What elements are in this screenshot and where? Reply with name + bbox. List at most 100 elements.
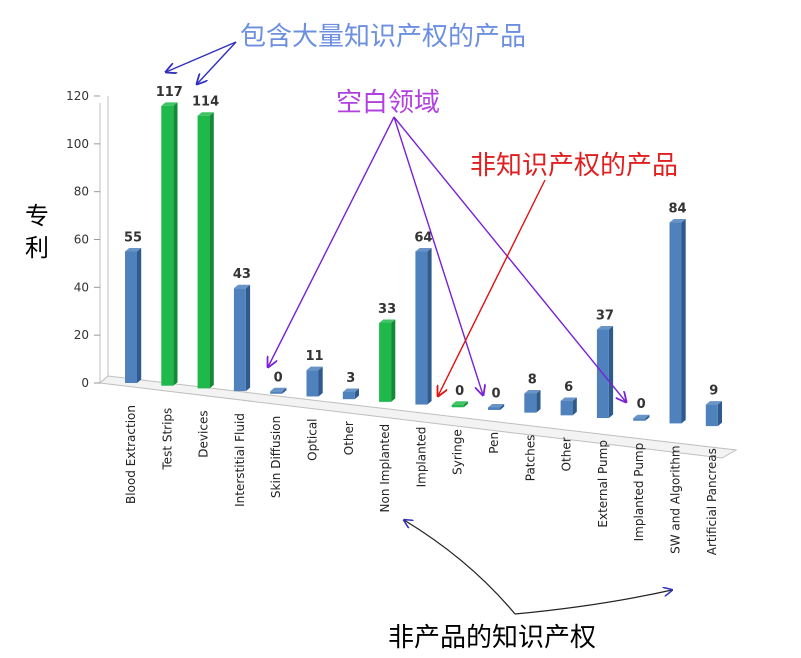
bar-top xyxy=(125,247,142,252)
bar-value-label: 0 xyxy=(491,386,500,401)
bar-front xyxy=(451,404,464,408)
category-label: Optical xyxy=(306,418,320,460)
bar xyxy=(197,112,214,389)
bar-value-label: 0 xyxy=(274,370,283,385)
category-label: Patches xyxy=(523,435,537,482)
bar-front xyxy=(415,251,428,405)
bar-side xyxy=(427,247,432,405)
bar-value-label: 8 xyxy=(528,373,537,388)
bar-side xyxy=(354,388,359,400)
bar-front xyxy=(197,115,210,389)
y-axis-wall xyxy=(99,96,109,385)
arrow-nonproduct-to-implanted xyxy=(404,520,516,615)
bar-front xyxy=(705,404,718,427)
arrow-nonproduct-to-sw xyxy=(514,590,672,615)
bar xyxy=(270,387,287,394)
category-label: Implanted xyxy=(414,427,428,488)
x-axis-category-labels: Blood Extraction Test Strips Devices Inters… xyxy=(124,405,719,555)
category-label: SW and Algorithm xyxy=(669,445,683,553)
arrow-ip-to-devices xyxy=(197,41,237,84)
bar-value-label: 33 xyxy=(378,302,396,317)
bar xyxy=(705,401,722,427)
bar-front xyxy=(233,288,246,392)
bar xyxy=(524,390,541,413)
bar-value-label: 55 xyxy=(124,230,142,245)
category-label: Syringe xyxy=(451,429,465,475)
bar xyxy=(415,247,432,405)
bar-top xyxy=(633,414,650,419)
bar-top xyxy=(233,284,251,289)
bar-top xyxy=(705,401,722,405)
category-label: Other xyxy=(342,421,356,455)
bar-front xyxy=(560,400,573,416)
bar xyxy=(669,219,686,424)
bar-side xyxy=(282,387,287,394)
bar-front xyxy=(306,370,319,397)
category-label: Non Implanted xyxy=(378,424,392,513)
bar-side xyxy=(681,219,686,424)
bar-front xyxy=(633,418,646,421)
bar-top xyxy=(197,112,214,116)
bar-value-label: 43 xyxy=(233,267,251,282)
category-label: Blood Extraction xyxy=(124,405,138,504)
x-axis-floor xyxy=(98,375,738,459)
bar-top xyxy=(306,366,323,371)
bar-side xyxy=(608,326,614,419)
bar-value-label: 114 xyxy=(192,95,219,110)
category-label: Test Strips xyxy=(160,408,174,471)
y-tick-label: 60 xyxy=(74,233,89,247)
bar xyxy=(379,319,396,402)
bar-front xyxy=(342,391,355,400)
bar xyxy=(596,326,614,419)
y-tick-label: 120 xyxy=(66,89,89,103)
y-axis-ticks: 0 20 40 60 80 100 120 xyxy=(66,89,100,390)
y-tick-label: 40 xyxy=(74,280,89,294)
bar xyxy=(451,401,468,408)
ip-products-annotation: 包含大量知识产权的产品 xyxy=(240,22,527,52)
bar-side xyxy=(645,414,650,421)
bar-side xyxy=(173,102,178,386)
bar-side xyxy=(463,401,468,408)
bar-value-label: 0 xyxy=(455,384,464,399)
bar-value-label: 117 xyxy=(156,85,183,100)
y-tick-label: 80 xyxy=(74,185,89,199)
bar-side xyxy=(318,366,323,397)
bar-value-label: 0 xyxy=(637,397,646,412)
category-label: Artificial Pancreas xyxy=(705,448,719,555)
bar-top xyxy=(270,387,287,392)
bar-value-label: 6 xyxy=(564,380,573,395)
bar-side xyxy=(500,403,505,410)
bar xyxy=(161,102,178,386)
category-label: Interstitial Fluid xyxy=(233,413,247,507)
non-product-ip-annotation: 非产品的知识产权 xyxy=(388,623,597,653)
annotation-arrows xyxy=(166,41,672,615)
bar-side xyxy=(536,390,541,413)
bar xyxy=(488,403,505,410)
bar-front xyxy=(669,222,682,424)
arrow-blank-to-skin-diffusion xyxy=(268,116,395,367)
bar-side xyxy=(209,112,214,389)
bar-front xyxy=(524,393,537,413)
bar-value-label: 3 xyxy=(346,371,355,386)
bar-side xyxy=(391,319,396,402)
arrow-blank-to-pen xyxy=(393,116,483,395)
arrow-ip-to-test-strips xyxy=(166,41,237,72)
bar-value-label: 11 xyxy=(305,349,323,364)
y-tick-label: 0 xyxy=(81,376,89,390)
bar-top xyxy=(415,247,432,252)
bar-front xyxy=(488,407,500,410)
category-label: Devices xyxy=(197,410,211,457)
bar xyxy=(233,284,251,392)
bar xyxy=(306,366,323,397)
bar-side xyxy=(572,397,577,416)
bar-top xyxy=(342,388,359,392)
blank-field-annotation: 空白领域 xyxy=(336,88,441,118)
category-label: Other xyxy=(560,437,574,471)
bar-front xyxy=(270,391,283,394)
arrow-nonip-to-syringe xyxy=(438,179,546,396)
bar-side xyxy=(137,247,142,383)
bar-value-label: 64 xyxy=(414,230,432,245)
bar-top xyxy=(596,326,614,330)
bar-side xyxy=(245,284,251,392)
